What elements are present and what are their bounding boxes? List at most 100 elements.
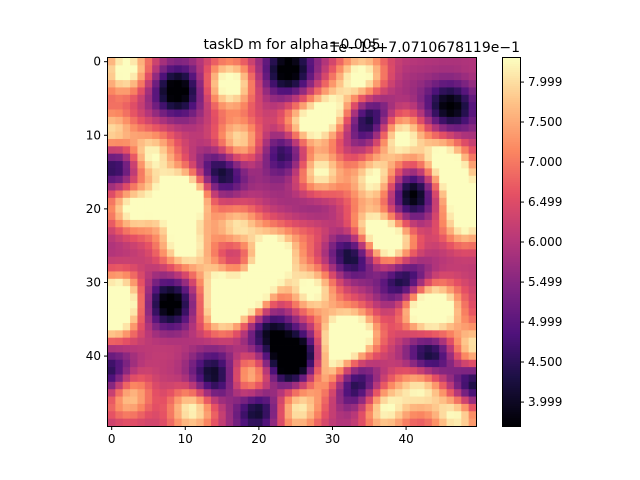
heatmap-cell [240,124,249,132]
heatmap-cell [284,389,293,397]
colorbar-band [503,326,520,329]
heatmap-cell [115,374,124,383]
heatmap-cell [159,153,168,162]
heatmap-cell [424,389,433,397]
heatmap-cell [306,300,315,309]
colorbar-band [503,82,520,85]
heatmap-cell [262,374,271,383]
heatmap-cell [144,249,153,258]
heatmap-cell [203,109,212,118]
heatmap-cell [240,153,249,162]
heatmap-cell [402,337,411,346]
heatmap-cell [277,242,286,250]
heatmap-cell [108,87,116,96]
heatmap-cell [108,403,116,412]
heatmap-cell [262,146,271,155]
heatmap-cell [211,183,219,191]
heatmap-cell [314,227,322,236]
heatmap-cell [343,286,352,294]
colorbar-band [503,396,520,399]
heatmap-cell [314,175,322,184]
heatmap-cell [277,219,286,228]
heatmap-cell [255,212,263,221]
heatmap-cell [233,249,241,258]
heatmap-cell [461,102,470,110]
heatmap-cell [166,65,175,74]
heatmap-cell [247,315,256,324]
colorbar-band [503,328,520,331]
colorbar-band [503,206,520,209]
heatmap-cell [137,197,146,206]
colorbar-band [503,278,520,281]
heatmap-cell [152,271,160,280]
heatmap-cell [417,234,425,243]
heatmap-cell [350,183,359,191]
heatmap-cell [174,205,182,213]
heatmap-cell [196,300,205,309]
heatmap-cell [174,271,182,280]
heatmap-cell [306,161,315,169]
heatmap-cell [211,315,219,324]
heatmap-cell [424,352,433,361]
heatmap-cell [431,396,440,405]
heatmap-cell [372,330,381,339]
heatmap-cell [372,58,381,66]
heatmap-cell [122,286,131,294]
heatmap-cell [306,308,315,316]
heatmap-cell [358,227,366,236]
heatmap-cell [122,58,131,66]
heatmap-cell [130,87,138,96]
heatmap-cell [372,205,381,213]
heatmap-cell [240,403,249,412]
heatmap-cell [387,109,396,118]
heatmap-cell [402,389,411,397]
heatmap-cell [255,87,263,96]
heatmap-cell [321,183,330,191]
heatmap-cell [372,168,381,177]
heatmap-cell [130,396,138,405]
colorbar-band [503,310,520,313]
heatmap-cell [439,352,447,361]
heatmap-cell [203,242,212,250]
heatmap-cell [269,161,278,169]
heatmap-cell [159,352,168,361]
heatmap-cell [225,352,234,361]
heatmap-cell [328,367,337,375]
colorbar-band [503,334,520,337]
heatmap-cell [137,418,146,427]
heatmap-cell [269,300,278,309]
heatmap-cell [409,396,418,405]
heatmap-cell [328,345,337,353]
heatmap-cell [424,286,433,294]
heatmap-cell [365,367,374,375]
heatmap-cell [152,242,160,250]
colorbar-band [503,342,520,345]
heatmap-cell [108,322,116,331]
heatmap-cell [461,146,470,155]
heatmap-cell [159,300,168,309]
heatmap-cell [196,293,205,302]
heatmap-cell [130,234,138,243]
heatmap-cell [409,190,418,199]
heatmap-cell [247,278,256,287]
heatmap-cell [188,94,197,103]
heatmap-cell [196,205,205,213]
heatmap-cell [292,315,300,324]
x-tick-label: 40 [398,432,413,446]
heatmap-cell [211,138,219,147]
colorbar-band [503,386,520,389]
heatmap-cell [181,322,190,331]
heatmap-cell [137,161,146,169]
heatmap-cell [247,286,256,294]
colorbar-band [503,322,520,325]
heatmap-cell [181,131,190,140]
heatmap-cell [122,212,131,221]
heatmap-cell [211,308,219,316]
heatmap-cell [321,153,330,162]
heatmap-cell [284,219,293,228]
heatmap-cell [417,256,425,265]
heatmap-cell [343,278,352,287]
heatmap-cell [108,102,116,110]
heatmap-cell [439,153,447,162]
heatmap-cell [299,212,308,221]
